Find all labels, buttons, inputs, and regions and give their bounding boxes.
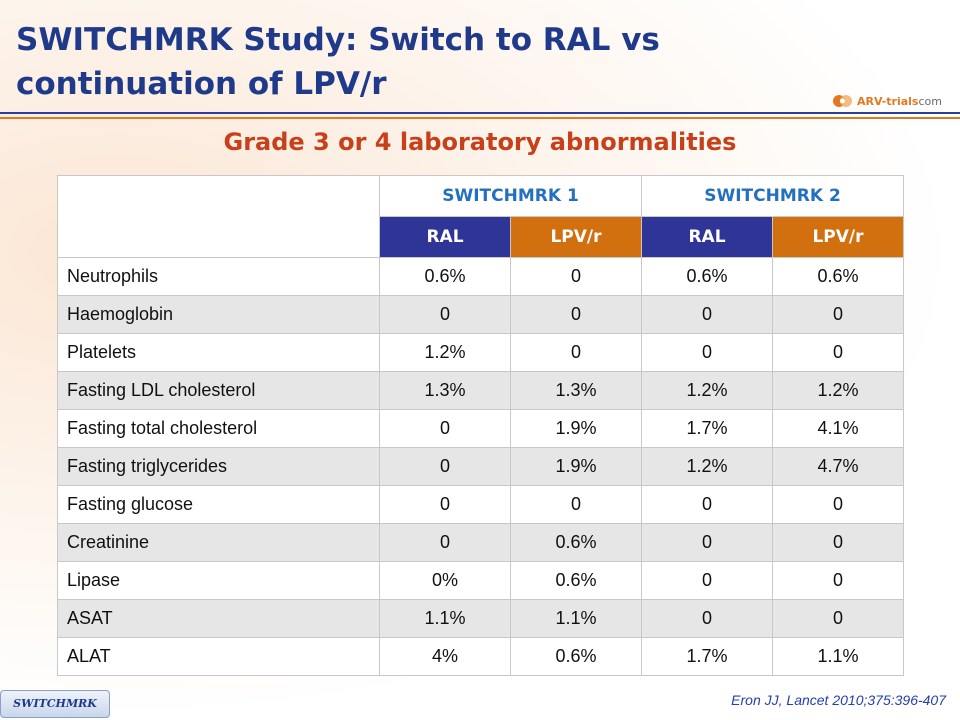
value-cell: 0.6% (641, 257, 773, 296)
study-tag: SWITCHMRK (0, 690, 110, 718)
arv-trials-logo: ARV-trialscom (832, 92, 942, 110)
value-cell: 0 (772, 485, 904, 524)
study-header-switchmrk-2: SWITCHMRK 2 (641, 175, 904, 217)
row-label: Fasting glucose (57, 485, 380, 524)
table-row: Fasting LDL cholesterol 1.3% 1.3% 1.2% 1.2% (57, 371, 904, 410)
value-cell: 1.1% (379, 599, 511, 638)
arm-header-ral-2: RAL (641, 216, 773, 258)
slide-title: SWITCHMRK Study: Switch to RAL vs contin… (16, 22, 660, 102)
value-cell: 1.7% (641, 637, 773, 676)
table-row: Fasting triglycerides 0 1.9% 1.2% 4.7% (57, 447, 904, 486)
value-cell: 0 (772, 523, 904, 562)
value-cell: 0 (379, 447, 511, 486)
logo-suffix: com (918, 94, 942, 108)
value-cell: 1.3% (379, 371, 511, 410)
logo-brand: ARV-trials (857, 94, 919, 108)
value-cell: 4.7% (772, 447, 904, 486)
table-row: Platelets 1.2% 0 0 0 (57, 333, 904, 372)
table-row: ASAT 1.1% 1.1% 0 0 (57, 599, 904, 638)
value-cell: 0 (379, 485, 511, 524)
row-label: Neutrophils (57, 257, 380, 296)
value-cell: 1.9% (510, 447, 642, 486)
row-label: Fasting LDL cholesterol (57, 371, 380, 410)
value-cell: 0 (379, 523, 511, 562)
table-row: Haemoglobin 0 0 0 0 (57, 295, 904, 334)
value-cell: 0 (510, 333, 642, 372)
value-cell: 1.3% (510, 371, 642, 410)
value-cell: 0 (379, 295, 511, 334)
value-cell: 0 (510, 295, 642, 334)
table-row: ALAT 4% 0.6% 1.7% 1.1% (57, 637, 904, 676)
value-cell: 0 (641, 333, 773, 372)
row-label: Haemoglobin (57, 295, 380, 334)
value-cell: 0 (641, 485, 773, 524)
value-cell: 0 (641, 523, 773, 562)
table-body: Neutrophils 0.6% 0 0.6% 0.6% Haemoglobin 0 0 0 0 P… (57, 257, 904, 676)
citation: Eron JJ, Lancet 2010;375:396-407 (731, 692, 946, 708)
value-cell: 0.6% (510, 523, 642, 562)
value-cell: 0 (641, 561, 773, 600)
table-row: Neutrophils 0.6% 0 0.6% 0.6% (57, 257, 904, 296)
row-label: ALAT (57, 637, 380, 676)
row-label: Lipase (57, 561, 380, 600)
value-cell: 4% (379, 637, 511, 676)
value-cell: 0 (641, 599, 773, 638)
arm-header-lpvr-2: LPV/r (772, 216, 904, 258)
table-row: Fasting glucose 0 0 0 0 (57, 485, 904, 524)
table-row: Creatinine 0 0.6% 0 0 (57, 523, 904, 562)
value-cell: 0 (510, 257, 642, 296)
value-cell: 1.2% (641, 447, 773, 486)
slide-subtitle: Grade 3 or 4 laboratory abnormalities (223, 128, 737, 156)
table-corner-cell (57, 175, 380, 258)
value-cell: 1.9% (510, 409, 642, 448)
value-cell: 1.1% (772, 637, 904, 676)
value-cell: 1.2% (379, 333, 511, 372)
value-cell: 1.2% (772, 371, 904, 410)
value-cell: 0 (772, 333, 904, 372)
value-cell: 4.1% (772, 409, 904, 448)
value-cell: 0.6% (772, 257, 904, 296)
value-cell: 0 (641, 295, 773, 334)
value-cell: 0 (772, 295, 904, 334)
value-cell: 0 (510, 485, 642, 524)
value-cell: 0 (772, 599, 904, 638)
row-label: Fasting triglycerides (57, 447, 380, 486)
value-cell: 0.6% (379, 257, 511, 296)
row-label: Platelets (57, 333, 380, 372)
study-header-switchmrk-1: SWITCHMRK 1 (379, 175, 642, 217)
table-row: Fasting total cholesterol 0 1.9% 1.7% 4.1% (57, 409, 904, 448)
arv-trials-logo-icon (833, 95, 852, 107)
logo-text: ARV-trialscom (857, 95, 942, 108)
title-divider-blue (0, 112, 960, 114)
arm-header-ral-1: RAL (379, 216, 511, 258)
value-cell: 0 (379, 409, 511, 448)
row-label: ASAT (57, 599, 380, 638)
value-cell: 1.7% (641, 409, 773, 448)
row-label: Fasting total cholesterol (57, 409, 380, 448)
table-row: Lipase 0% 0.6% 0 0 (57, 561, 904, 600)
arm-header-lpvr-1: LPV/r (510, 216, 642, 258)
lab-abnormalities-table: SWITCHMRK 1 SWITCHMRK 2 RAL LPV/r RAL LP… (57, 175, 904, 676)
value-cell: 1.2% (641, 371, 773, 410)
value-cell: 0.6% (510, 561, 642, 600)
row-label: Creatinine (57, 523, 380, 562)
value-cell: 0% (379, 561, 511, 600)
value-cell: 0 (772, 561, 904, 600)
title-divider-orange (0, 117, 960, 119)
value-cell: 0.6% (510, 637, 642, 676)
value-cell: 1.1% (510, 599, 642, 638)
